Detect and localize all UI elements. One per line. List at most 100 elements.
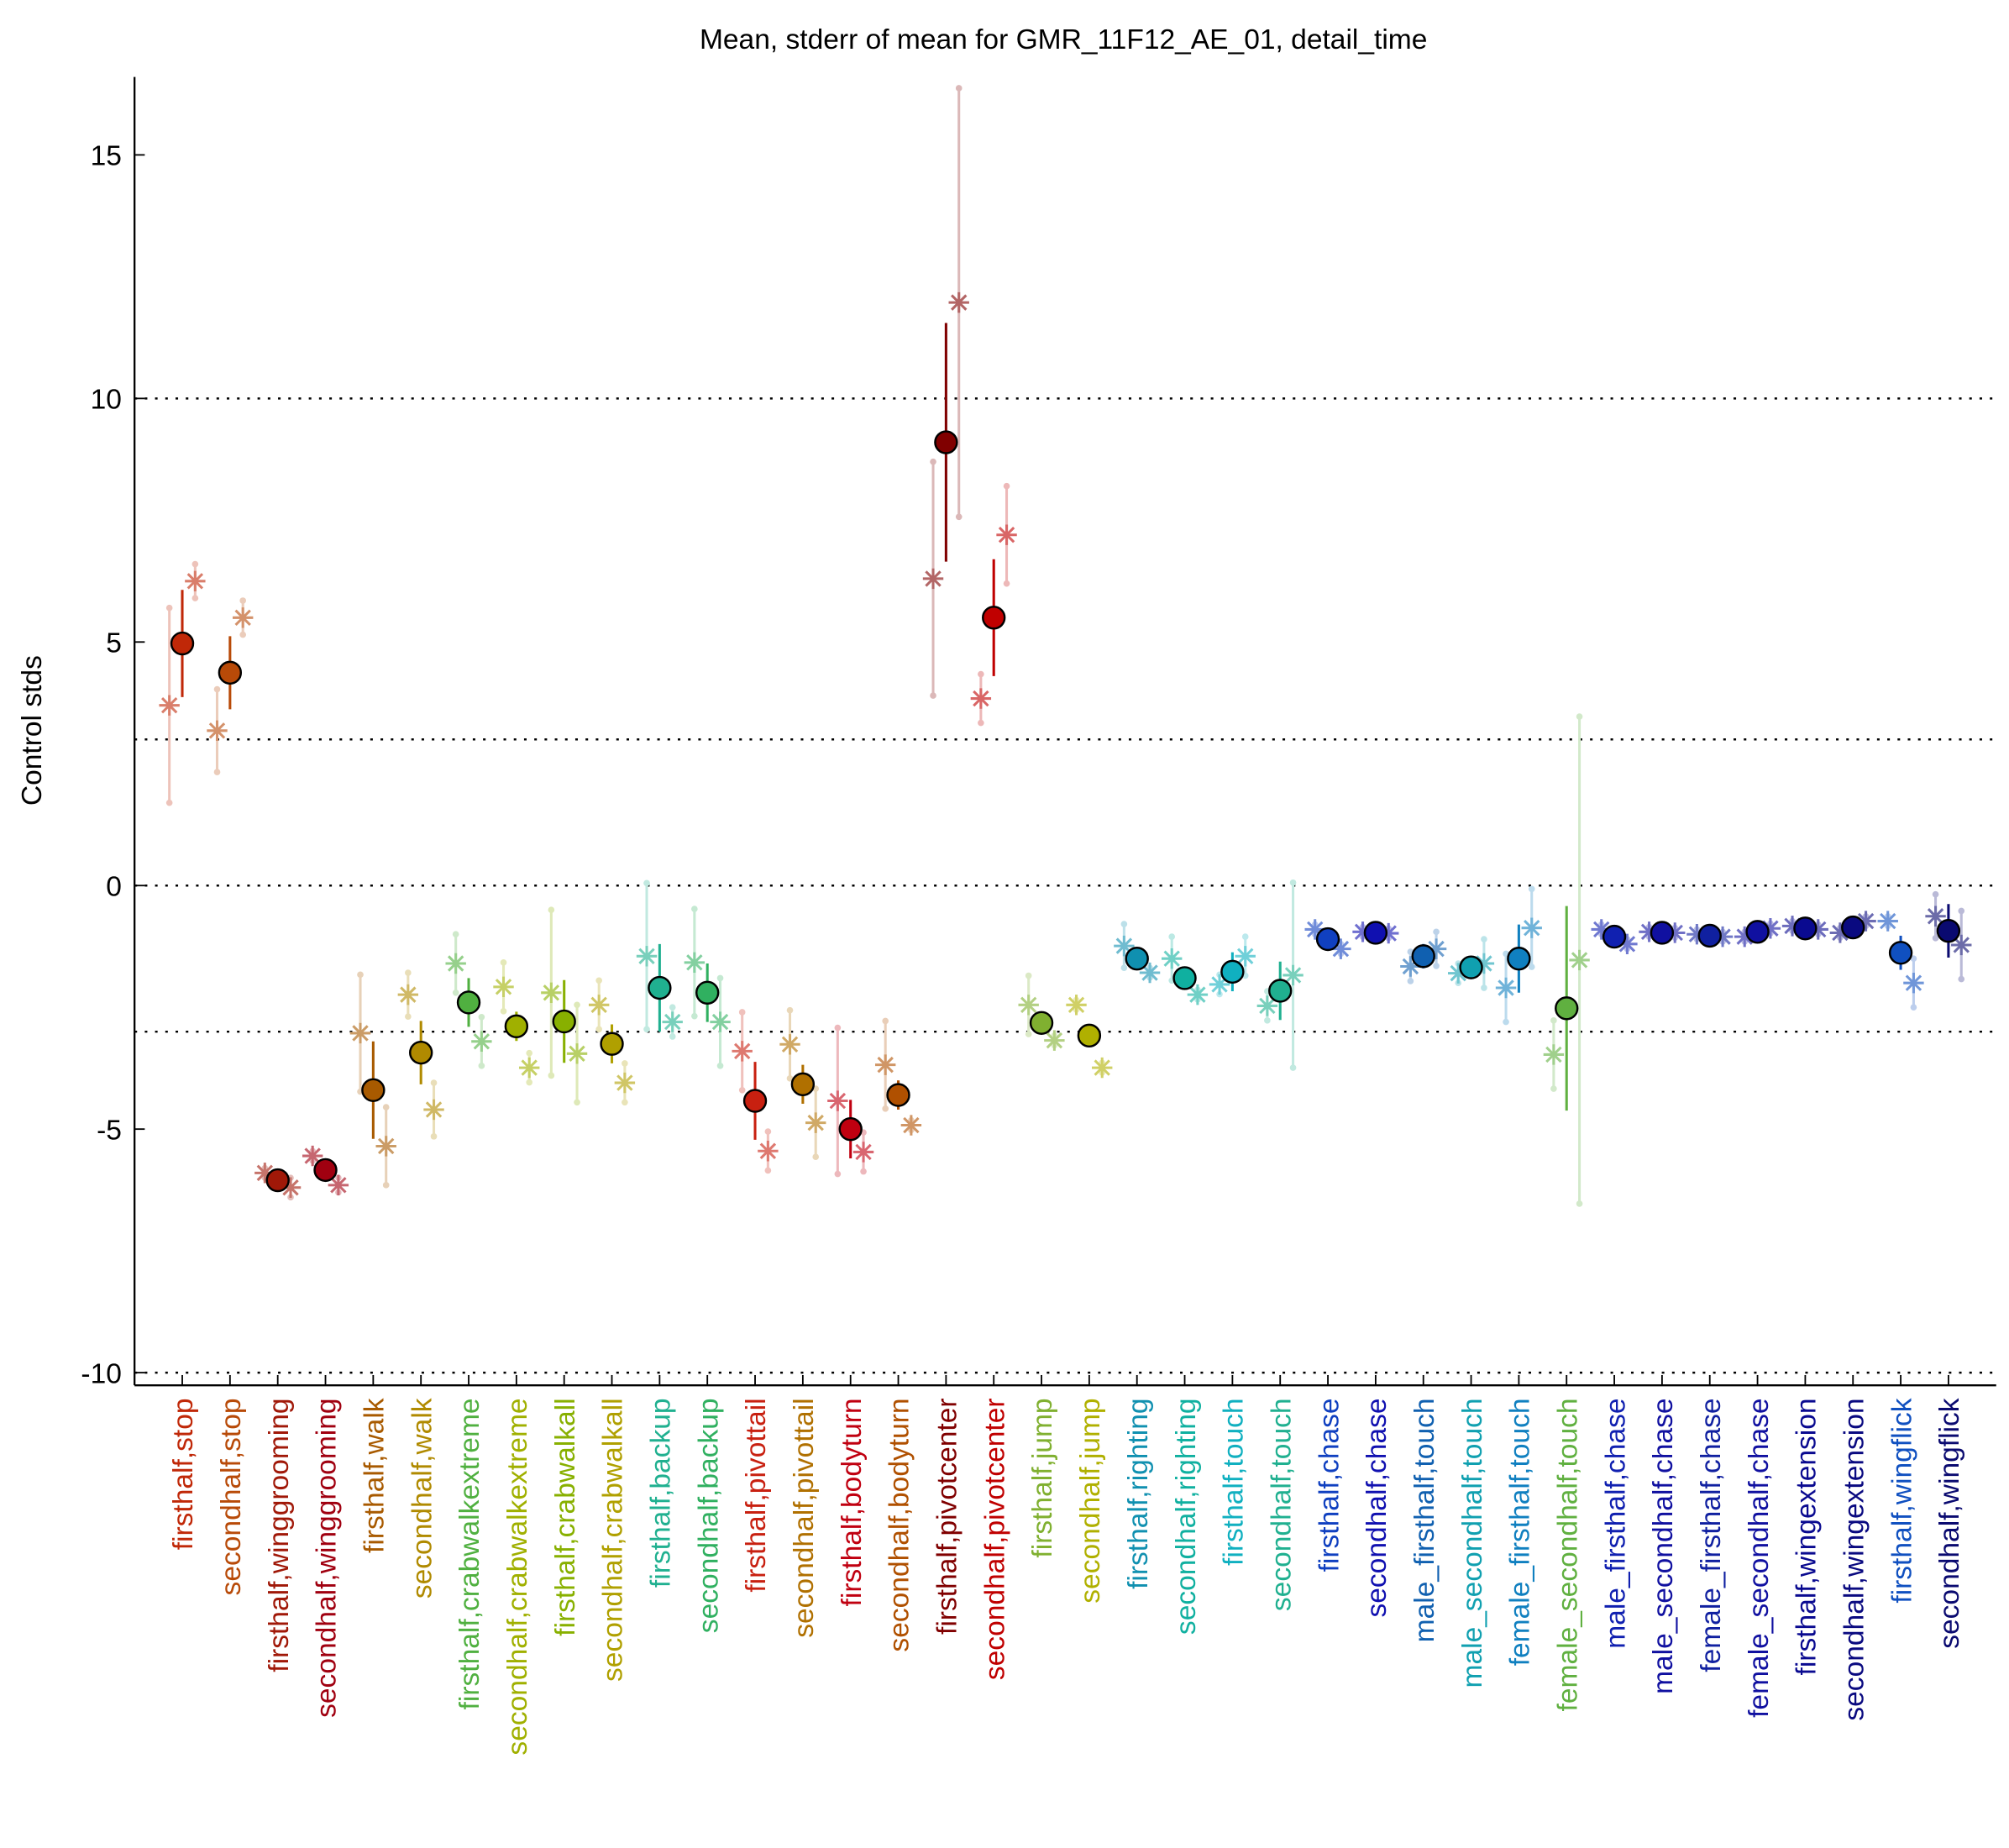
mean-marker	[456, 990, 481, 1015]
error-cap	[643, 879, 650, 887]
asterisk-marker	[1187, 984, 1209, 1005]
error-cap	[430, 1133, 438, 1140]
asterisk-marker	[1903, 973, 1924, 994]
error-cap	[595, 977, 602, 984]
mean-marker	[790, 1072, 816, 1097]
mean-marker	[1555, 996, 1579, 1021]
error-cap	[1241, 933, 1249, 940]
mean-marker	[1125, 947, 1149, 971]
asterisk-marker	[1139, 962, 1161, 984]
asterisk-marker	[1617, 933, 1638, 955]
error-cap	[764, 1167, 772, 1174]
x-tick-label: firsthalf,stop	[168, 1398, 199, 1550]
x-tick-label: firsthalf,chase	[1314, 1398, 1345, 1572]
x-tick-label: secondhalf,chase	[1361, 1398, 1393, 1617]
asterisk-marker	[1521, 917, 1542, 938]
error-cap	[405, 969, 412, 976]
error-cap	[213, 769, 221, 775]
mean-marker	[1936, 918, 1961, 943]
error-cap	[622, 1099, 628, 1106]
x-tick-label: male_secondhalf,touch	[1457, 1398, 1488, 1688]
asterisk-marker	[541, 982, 562, 1004]
asterisk-marker	[445, 953, 466, 974]
error-cap	[1003, 482, 1010, 490]
asterisk-marker	[519, 1057, 540, 1079]
error-cap	[1003, 580, 1010, 587]
error-cap	[500, 959, 507, 966]
mean-marker	[1268, 979, 1293, 1003]
asterisk-marker	[922, 568, 944, 590]
x-tick-label: firsthalf,backup	[646, 1398, 677, 1588]
x-tick-label: secondhalf,jump	[1075, 1398, 1106, 1603]
asterisk-marker	[1807, 919, 1828, 940]
error-cap	[191, 560, 199, 568]
asterisk-marker	[805, 1112, 826, 1133]
asterisk-marker	[1425, 938, 1447, 959]
mean-marker	[1363, 921, 1388, 945]
asterisk-marker	[874, 1054, 896, 1075]
y-axis-label: Control stds	[17, 655, 48, 806]
asterisk-marker	[948, 291, 969, 313]
error-cap	[213, 685, 221, 693]
asterisk-marker	[1686, 924, 1707, 945]
y-tick-label: 0	[106, 871, 122, 902]
error-cap	[478, 1013, 485, 1021]
error-cap	[1407, 978, 1414, 984]
y-tick-label: -5	[97, 1115, 122, 1146]
x-tick-label: secondhalf,backup	[693, 1398, 724, 1633]
asterisk-marker	[1162, 948, 1183, 969]
error-cap	[669, 1004, 676, 1011]
x-tick-label: female_firsthalf,touch	[1505, 1398, 1536, 1666]
asterisk-marker	[732, 1041, 753, 1062]
error-cap	[1528, 963, 1535, 970]
asterisk-marker	[185, 570, 206, 592]
asterisk-marker	[710, 1011, 731, 1032]
asterisk-marker	[302, 1145, 323, 1167]
error-cap	[669, 1033, 676, 1040]
asterisk-marker	[1495, 977, 1517, 999]
asterisk-marker	[423, 1099, 444, 1121]
error-cap	[405, 1013, 412, 1021]
error-cap	[1289, 879, 1297, 886]
asterisk-marker	[1330, 938, 1351, 959]
error-cap	[382, 1182, 390, 1189]
asterisk-marker	[1951, 934, 1972, 956]
error-cap	[1264, 1017, 1271, 1024]
x-tick-label: secondhalf,pivotcenter	[979, 1398, 1010, 1680]
x-tick-label: firsthalf,crabwalkall	[550, 1398, 581, 1635]
mean-marker	[1841, 915, 1865, 940]
error-cap	[716, 1062, 724, 1069]
asterisk-marker	[1066, 995, 1087, 1016]
asterisk-marker	[1044, 1030, 1065, 1051]
error-cap	[882, 1105, 889, 1112]
error-cap	[478, 1062, 485, 1069]
asterisk-marker	[1256, 995, 1278, 1016]
error-cap	[574, 1099, 580, 1106]
asterisk-marker	[1209, 974, 1230, 995]
x-tick-label: firsthalf,pivottail	[741, 1398, 772, 1592]
error-cap	[239, 597, 247, 604]
error-cap	[574, 1001, 580, 1009]
error-cap	[738, 1086, 746, 1094]
error-cap	[738, 1009, 746, 1016]
y-tick-label: -10	[81, 1358, 121, 1389]
error-cap	[691, 906, 698, 912]
error-cap	[1910, 955, 1917, 963]
mean-marker	[1029, 1011, 1054, 1035]
error-cap	[1481, 936, 1487, 942]
error-cap	[1576, 1200, 1583, 1207]
asterisk-marker	[970, 688, 992, 709]
mean-marker	[1602, 924, 1627, 949]
x-tick-label: firsthalf,righting	[1123, 1398, 1154, 1588]
y-tick-label: 15	[91, 141, 122, 172]
asterisk-marker	[1877, 911, 1898, 932]
error-cap	[1932, 935, 1939, 942]
x-tick-label: male_firsthalf,chase	[1600, 1398, 1631, 1648]
error-cap	[786, 1075, 794, 1082]
mean-marker	[1650, 921, 1675, 945]
y-tick-label: 5	[106, 627, 122, 659]
mean-marker	[218, 660, 243, 685]
x-tick-label: female_secondhalf,chase	[1744, 1398, 1775, 1717]
asterisk-marker	[1448, 963, 1469, 984]
mean-marker	[1172, 966, 1197, 990]
